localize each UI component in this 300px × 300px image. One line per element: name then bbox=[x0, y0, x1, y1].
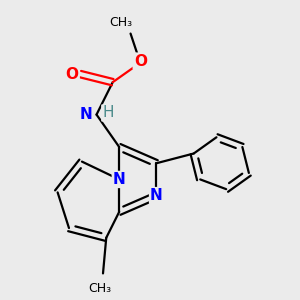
Text: N: N bbox=[150, 188, 163, 203]
Text: CH₃: CH₃ bbox=[88, 281, 111, 295]
Text: O: O bbox=[66, 67, 79, 82]
Text: O: O bbox=[134, 54, 147, 69]
Text: N: N bbox=[113, 172, 126, 187]
Text: N: N bbox=[80, 107, 93, 122]
Text: H: H bbox=[102, 106, 114, 121]
Text: CH₃: CH₃ bbox=[109, 16, 132, 29]
